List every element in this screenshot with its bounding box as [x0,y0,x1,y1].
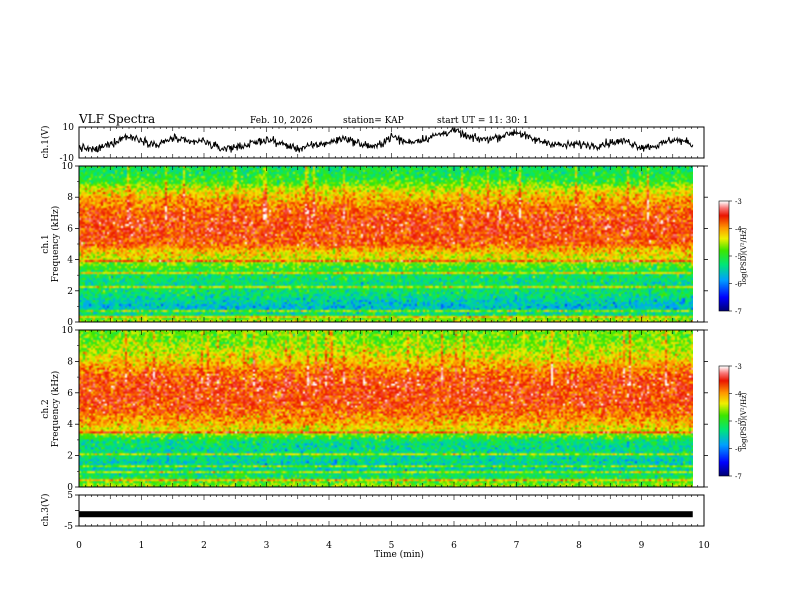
header-station: station= KAP [343,116,404,126]
frequency-tick-label: 0 [67,318,73,328]
time-tick-label: 6 [451,541,457,551]
time-tick-label: 0 [76,541,82,551]
time-tick-label: 4 [326,541,332,551]
ch1-voltage-frame [78,126,705,159]
colorbar-tick-label: -4 [735,226,742,234]
colorbar-tick-label: -7 [735,473,742,481]
ch2-frequency-label: Frequency (kHz) [50,371,61,448]
ch1-colorbar [719,201,729,311]
ch1-voltage-trace [78,127,694,153]
colorbar-tick-label: -5 [735,253,742,261]
frequency-tick-label: 6 [67,389,73,399]
ch2-channel-label: ch.2 [41,399,51,418]
ch1-colorbar-label: log(PSD)(V²/Hz) [740,227,748,284]
frequency-tick-label: 10 [62,162,74,172]
frequency-tick-label: 2 [67,452,73,462]
frequency-tick-label: 4 [67,256,73,266]
ch3-tick-label: 5 [67,491,73,501]
colorbar-tick-label: -4 [735,391,742,399]
frequency-tick-label: 6 [67,224,73,234]
ch2-spectrogram-image [79,330,693,487]
time-tick-label: 7 [514,541,520,551]
frequency-tick-label: 8 [67,357,73,367]
header-start-time: start UT = 11: 30: 1 [437,116,529,126]
ch1-frequency-ticks: 0 2 4 6 8 10 [62,162,708,328]
time-tick-label: 10 [698,541,710,551]
frequency-tick-label: 0 [67,483,73,493]
time-tick-label: 9 [639,541,645,551]
colorbar-tick-label: -3 [735,363,742,371]
time-tick-label: 1 [139,541,145,551]
colorbar-tick-label: -5 [735,418,742,426]
frequency-tick-label: 4 [67,420,73,430]
ch1-spectrogram-image [79,166,693,322]
ch3-voltage-frame [78,494,705,527]
ch3-tick-label: -5 [64,522,73,532]
ch1-frequency-label: Frequency (kHz) [50,206,61,283]
time-tick-label: 3 [264,541,270,551]
frequency-tick-label: 2 [67,287,73,297]
ch1-ytick-max: 10 [63,123,75,133]
ch3-voltage-ticks: -5 5 [64,491,79,532]
time-tick-label: 2 [201,541,207,551]
ch1-voltage-ylabel: ch.1(V) [40,126,51,159]
colorbar-tick-label: -6 [735,281,742,289]
ch1-channel-label: ch.1 [41,234,51,253]
figure-title: VLF Spectra [78,112,155,126]
time-axis-ticks: 0 1 2 3 4 5 6 7 8 9 10 [76,127,710,551]
ch2-colorbar [719,366,729,476]
frequency-tick-label: 10 [62,326,74,336]
header-date: Feb. 10, 2026 [250,116,313,126]
frequency-tick-label: 8 [67,193,73,203]
ch1-colorbar-ticks: -3 -4 -5 -6 -7 [729,198,742,316]
ch2-colorbar-ticks: -3 -4 -5 -6 -7 [729,363,742,481]
ch3-voltage-ylabel: ch.3(V) [40,494,51,527]
ch3-voltage-panel: -5 5 ch.3(V) [40,491,705,532]
colorbar-tick-label: -3 [735,198,742,206]
colorbar-tick-label: -6 [735,446,742,454]
time-tick-label: 8 [576,541,582,551]
time-tick-label: 5 [389,541,395,551]
ch3-voltage-trace [79,511,693,518]
time-axis-label: Time (min) [374,549,424,560]
ch1-ytick-min: -10 [60,154,75,164]
ch2-frequency-ticks: 0 2 4 6 8 10 [62,326,708,493]
ch1-voltage-panel: ch.1(V) 10 -10 [40,123,705,164]
ch2-colorbar-label: log(PSD)(V²/Hz) [740,392,748,449]
colorbar-tick-label: -7 [735,308,742,316]
